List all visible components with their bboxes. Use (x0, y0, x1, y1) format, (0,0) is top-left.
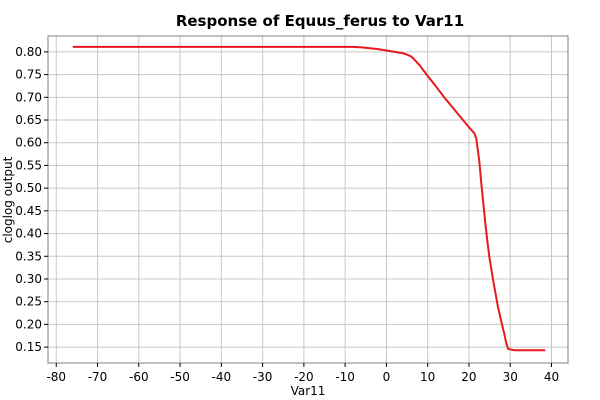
x-tick-label: -60 (129, 370, 149, 384)
x-tick-label: -10 (335, 370, 355, 384)
tick-layer: -80 -70 -60 -50 -40 -30 -20 -10 0 10 20 30 40 0.15 0.2… (15, 45, 559, 384)
plot-frame (47, 35, 569, 364)
x-tick-label: 0 (383, 370, 391, 384)
y-tick-label: 0.75 (15, 68, 42, 82)
x-tick-label: 10 (420, 370, 435, 384)
y-tick-label: 0.25 (15, 295, 42, 309)
x-tick-label: -50 (170, 370, 190, 384)
x-tick-label: -80 (46, 370, 66, 384)
x-tick-label: -70 (88, 370, 108, 384)
y-tick-label: 0.40 (15, 227, 42, 241)
x-tick-label: -30 (253, 370, 273, 384)
x-tick-label: 40 (544, 370, 559, 384)
y-tick-label: 0.35 (15, 249, 42, 263)
chart-title: Response of Equus_ferus to Var11 (176, 12, 464, 30)
series-line (72, 45, 546, 352)
x-tick-label: 20 (461, 370, 476, 384)
x-tick-label: -40 (212, 370, 232, 384)
y-tick-label: 0.50 (15, 181, 42, 195)
x-axis-label: Var11 (291, 384, 326, 398)
y-tick-label: 0.45 (15, 204, 42, 218)
y-tick-label: 0.30 (15, 272, 42, 286)
y-tick-label: 0.20 (15, 317, 42, 331)
y-tick-label: 0.80 (15, 45, 42, 59)
y-tick-label: 0.70 (15, 90, 42, 104)
x-tick-label: 30 (503, 370, 518, 384)
grid-layer (48, 36, 568, 363)
y-tick-label: 0.65 (15, 113, 42, 127)
y-axis-label: cloglog output (1, 156, 15, 243)
line-layer (72, 45, 546, 352)
y-tick-label: 0.55 (15, 158, 42, 172)
x-tick-label: -20 (294, 370, 314, 384)
y-tick-label: 0.15 (15, 340, 42, 354)
y-tick-label: 0.60 (15, 136, 42, 150)
